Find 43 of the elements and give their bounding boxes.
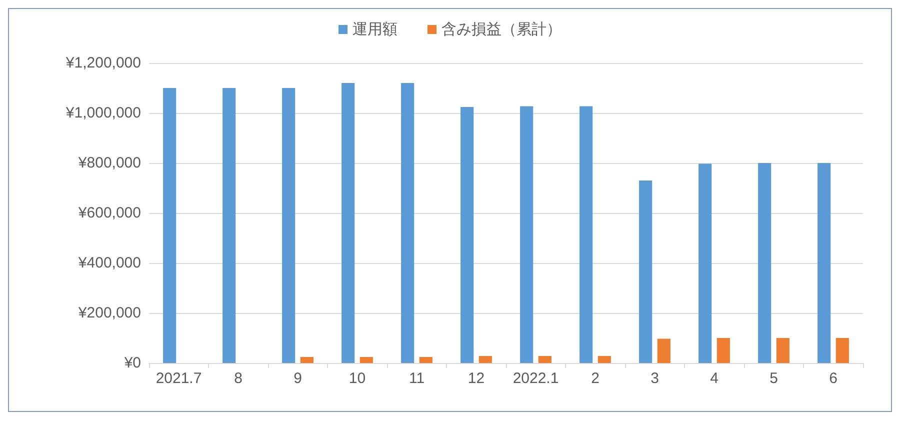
x-tick-label: 2021.7	[156, 370, 202, 387]
bar	[639, 180, 652, 363]
x-tick-label: 12	[468, 370, 485, 387]
y-tick-label: ¥800,000	[77, 154, 141, 172]
x-tick-label: 2	[591, 370, 600, 387]
bar	[163, 88, 176, 363]
y-tick-label: ¥400,000	[77, 254, 141, 272]
bar	[282, 88, 296, 363]
y-tick-label: ¥600,000	[77, 204, 141, 222]
bar	[401, 83, 414, 363]
bar	[818, 163, 831, 363]
x-tick-label: 10	[348, 370, 366, 387]
bar	[419, 357, 432, 363]
bar	[342, 83, 355, 363]
bar	[698, 164, 712, 363]
bar	[360, 357, 373, 363]
legend-label: 運用額	[352, 21, 398, 38]
bar	[657, 338, 670, 363]
bar	[300, 357, 314, 363]
x-tick-label: 3	[650, 370, 659, 387]
bar	[460, 107, 474, 363]
bar	[776, 338, 790, 363]
y-tick-label: ¥1,000,000	[64, 104, 141, 122]
x-tick-label: 8	[234, 370, 242, 387]
bar	[836, 338, 849, 363]
x-tick-label: 9	[294, 370, 302, 387]
y-tick-label: ¥1,200,000	[64, 54, 141, 72]
bar	[758, 163, 772, 363]
bar	[580, 106, 593, 363]
bar	[478, 356, 492, 363]
bar	[520, 106, 534, 363]
legend-label: 含み損益（累計）	[442, 21, 562, 38]
bar	[222, 88, 236, 363]
y-tick-label: ¥0	[123, 354, 141, 372]
x-tick-label: 11	[408, 370, 425, 387]
bar	[598, 356, 611, 363]
x-tick-label: 6	[829, 370, 838, 387]
x-tick-label: 2022.1	[512, 370, 559, 387]
y-tick-label: ¥200,000	[77, 304, 141, 322]
x-tick-label: 5	[770, 370, 778, 387]
x-tick-label: 4	[710, 370, 718, 387]
bar	[538, 356, 552, 363]
bar	[716, 338, 730, 363]
